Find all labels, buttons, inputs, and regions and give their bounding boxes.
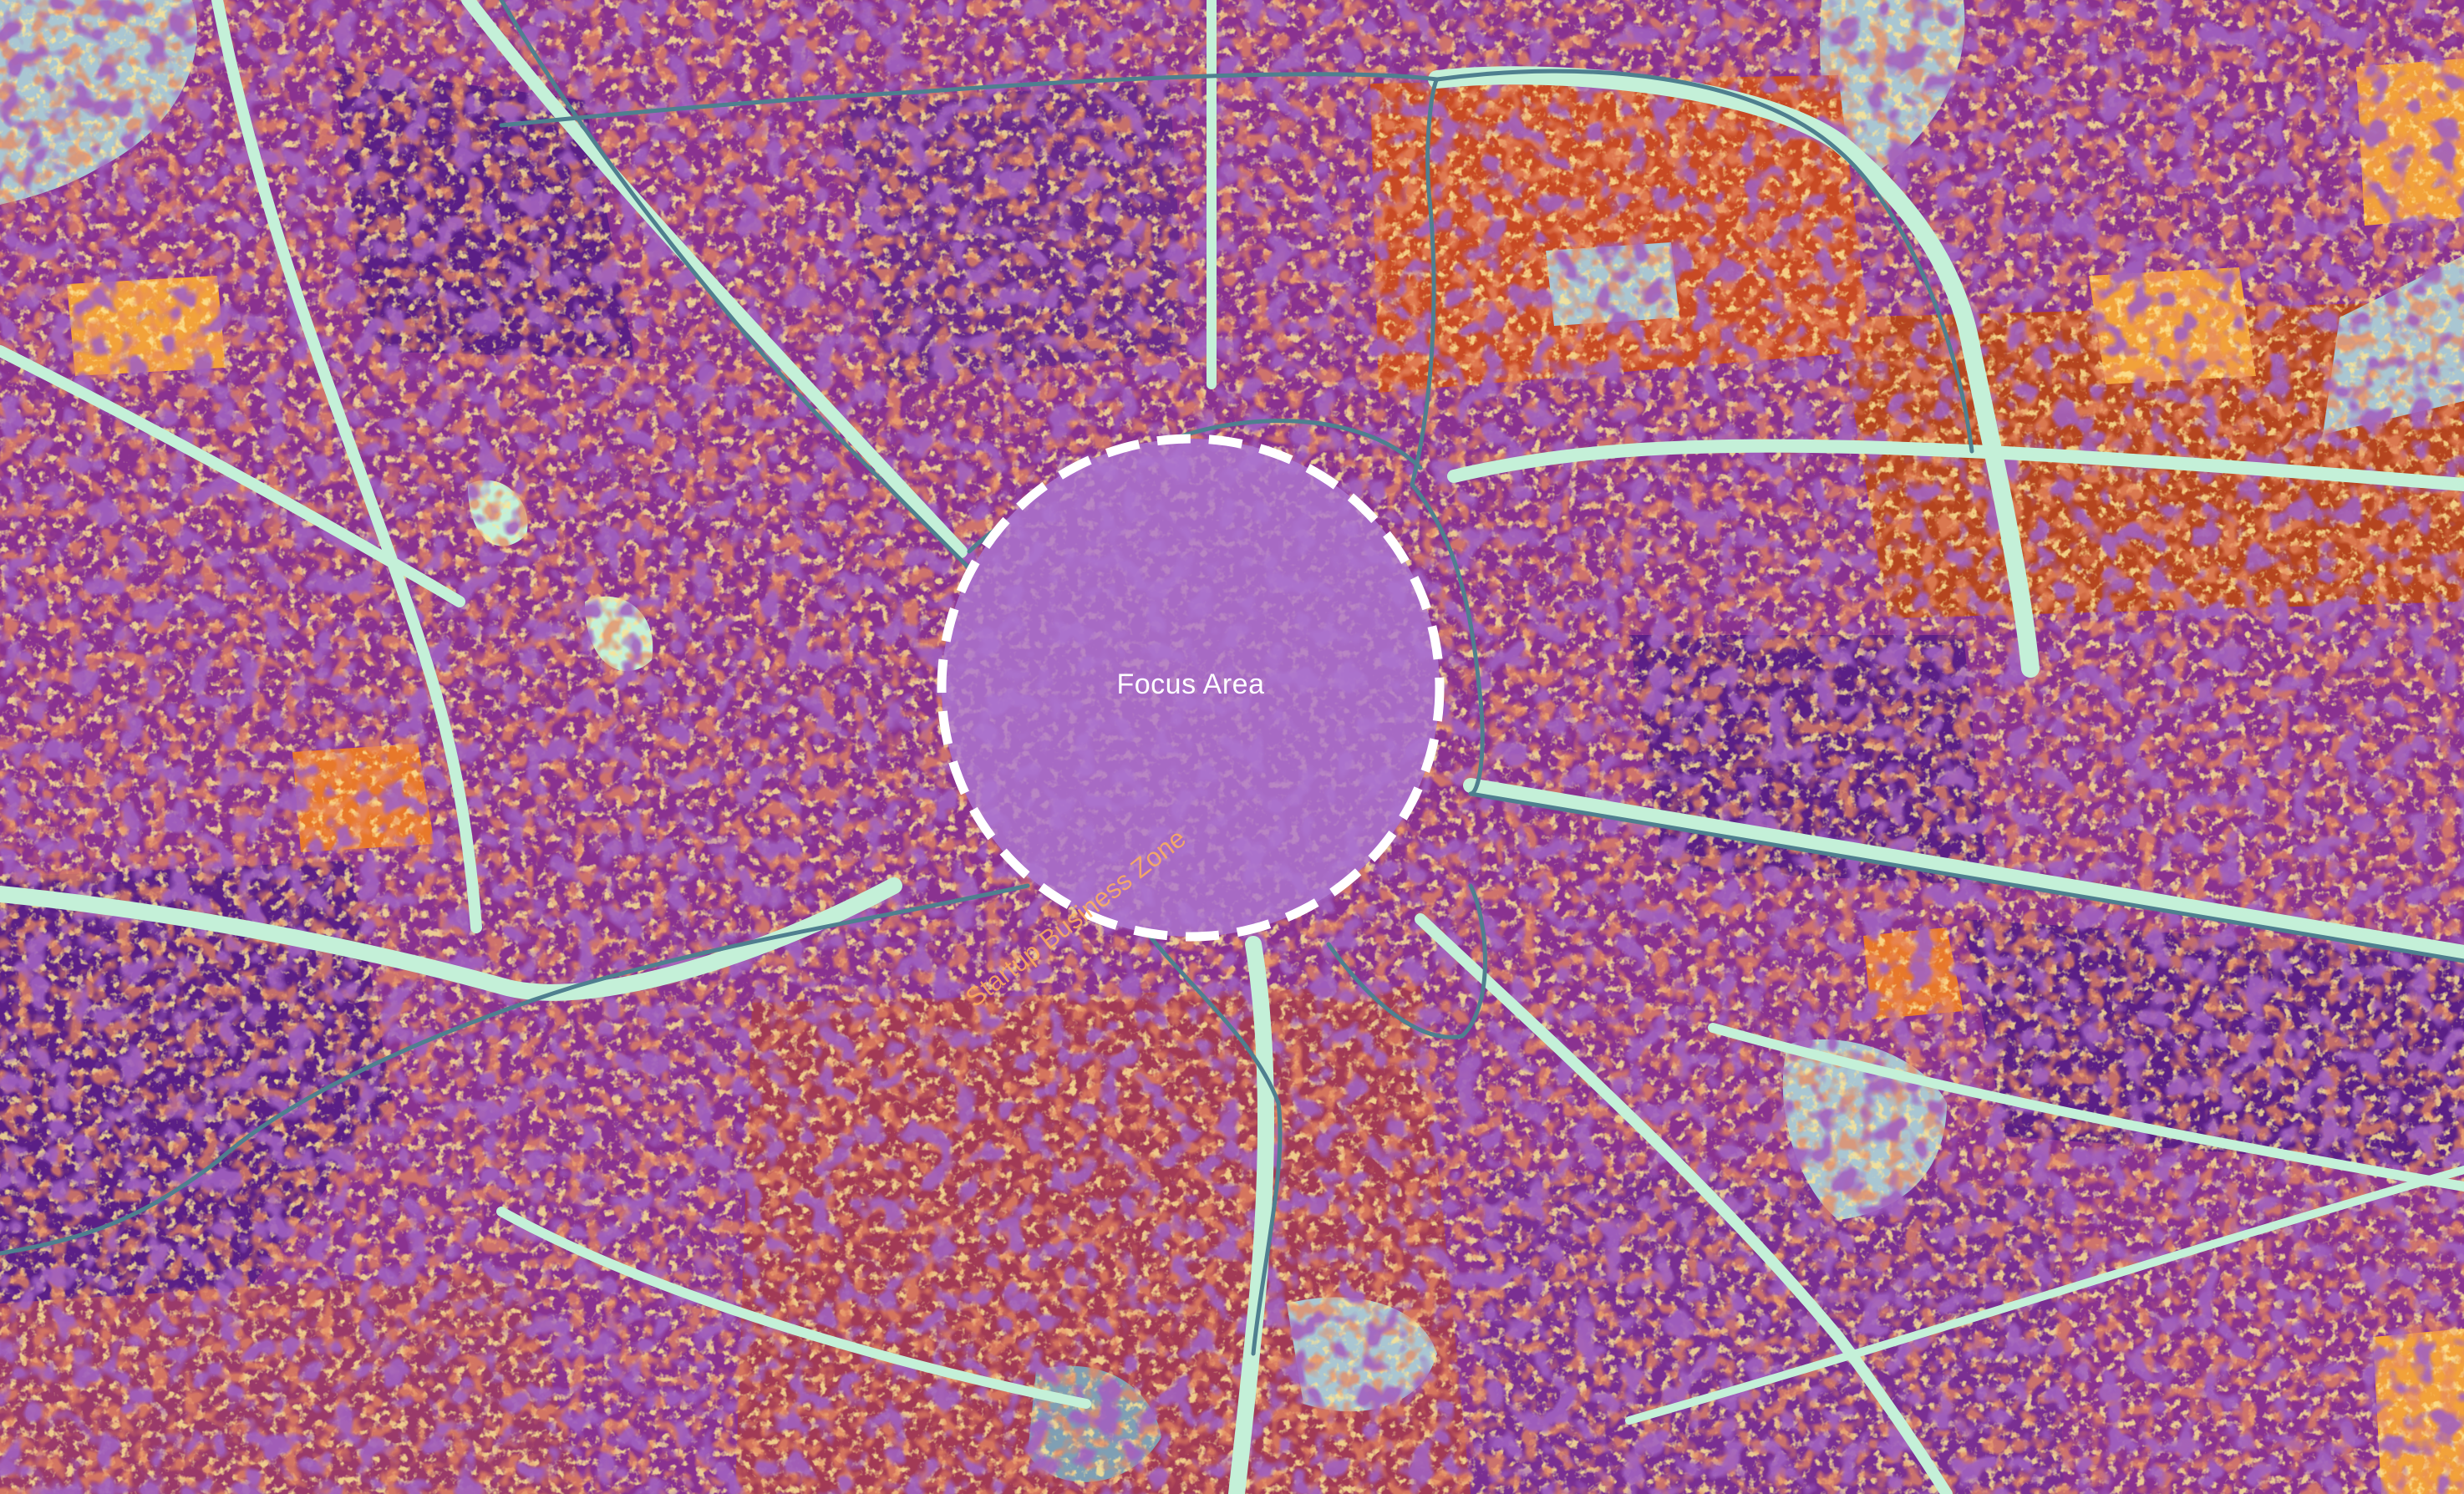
canal-northeast — [1410, 69, 1974, 487]
canal-north-2 — [499, 72, 1440, 128]
radial-east-2 — [1708, 1023, 2464, 1192]
canal-east — [1468, 791, 2464, 963]
canal-east-ring — [1410, 482, 1485, 796]
canal-southeast — [1326, 883, 1487, 1039]
radial-south — [1228, 936, 1274, 1494]
railway-corridor-2 — [1463, 778, 2464, 960]
focus-area-fill — [942, 439, 1440, 937]
canal-west — [0, 883, 1030, 1256]
railway-corridor-1 — [1428, 66, 2040, 678]
radial-se-2 — [1625, 1166, 2464, 1425]
focus-area-border — [937, 434, 1445, 942]
ring-road-west — [0, 877, 902, 1001]
canal-south — [1134, 917, 1283, 1356]
radial-se — [1415, 913, 1953, 1494]
radial-ne — [1447, 439, 2464, 491]
canal-north — [499, 0, 972, 571]
focus-area-group — [937, 434, 1445, 942]
west-north-road — [211, 0, 482, 933]
ring-south — [496, 1207, 1091, 1409]
